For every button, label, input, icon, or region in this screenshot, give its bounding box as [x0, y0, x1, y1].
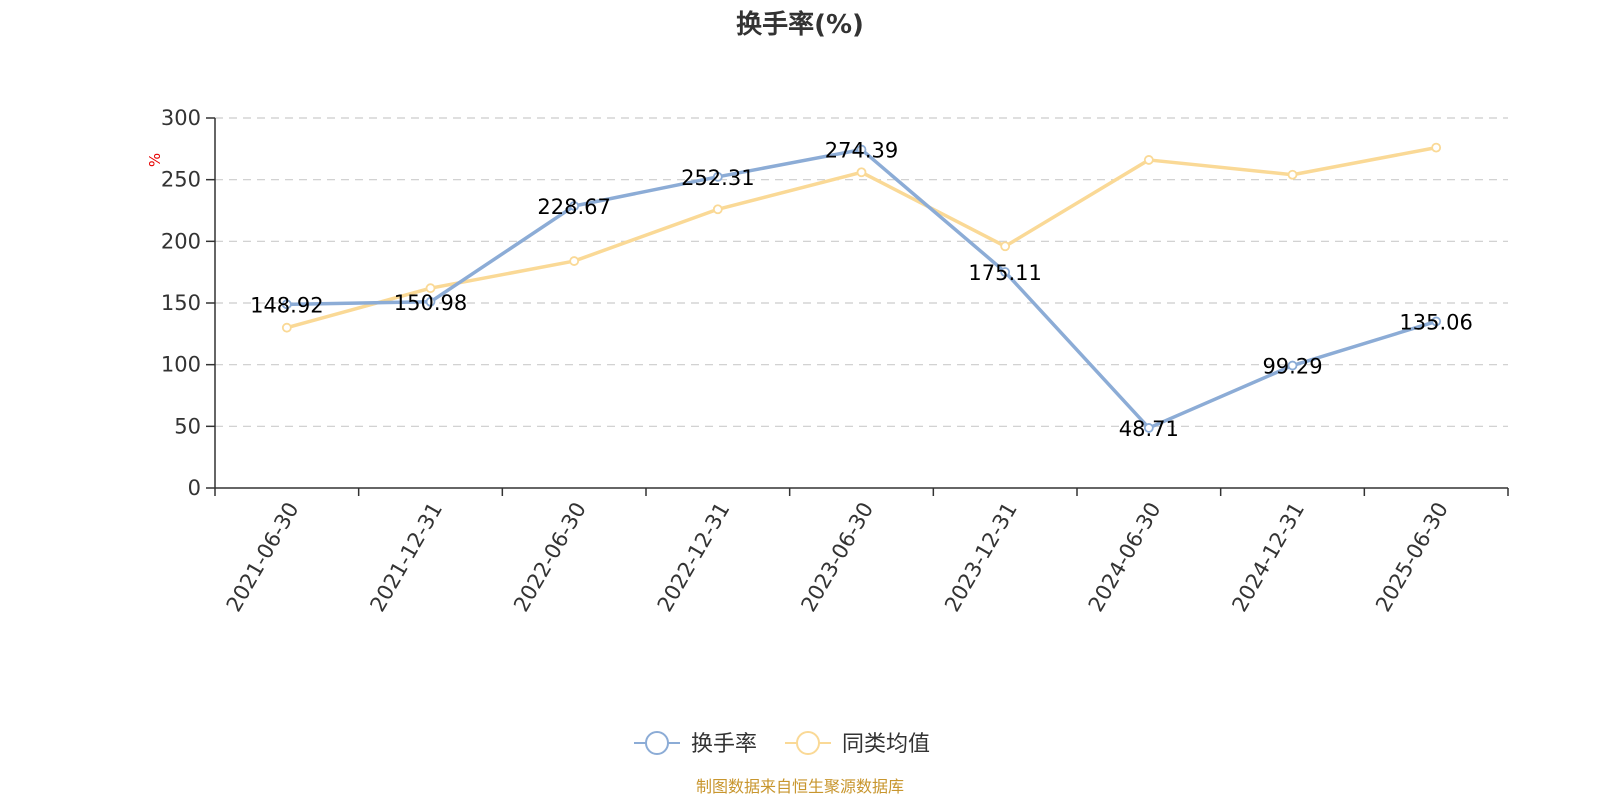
- data-point[interactable]: [569, 201, 580, 211]
- data-label: 150.98: [394, 291, 467, 315]
- y-tick-label: 50: [174, 414, 201, 438]
- x-tick-label: 2022-12-31: [653, 498, 735, 616]
- legend-label: 换手率: [691, 732, 757, 757]
- data-point[interactable]: [856, 167, 867, 178]
- y-tick-label: 200: [161, 229, 201, 253]
- data-point[interactable]: [1000, 267, 1011, 277]
- series-line: [285, 147, 1438, 430]
- data-point[interactable]: [1143, 155, 1154, 165]
- x-tick-label: 2023-06-30: [796, 498, 878, 616]
- grid-lines: [215, 117, 1508, 427]
- x-tick-label: 2025-06-30: [1371, 498, 1453, 616]
- data-label: 48.71: [1119, 417, 1179, 441]
- data-point[interactable]: [712, 204, 723, 215]
- source-note: 制图数据来自恒生聚源数据库: [696, 777, 904, 796]
- legend-item[interactable]: 同类均值: [785, 731, 930, 757]
- series-lines: [281, 142, 1442, 433]
- data-point[interactable]: [856, 144, 867, 155]
- legend-marker: [796, 731, 820, 755]
- data-point[interactable]: [281, 299, 292, 310]
- x-tick-label: 2021-12-31: [365, 498, 447, 616]
- data-point[interactable]: [1287, 360, 1298, 371]
- data-point[interactable]: [569, 256, 580, 266]
- y-tick-label: 100: [161, 353, 201, 377]
- data-label: 252.31: [681, 166, 754, 190]
- data-point[interactable]: [1143, 423, 1154, 433]
- x-tick-label: 2023-12-31: [940, 498, 1022, 616]
- legend-marker: [645, 731, 669, 755]
- data-point[interactable]: [1431, 142, 1442, 153]
- y-tick-label: 250: [161, 168, 201, 192]
- data-label: 175.11: [968, 261, 1041, 285]
- legend-label: 同类均值: [842, 732, 930, 757]
- data-label: 135.06: [1399, 310, 1472, 334]
- x-tick-label: 2024-12-31: [1227, 498, 1309, 616]
- data-label: 274.39: [825, 139, 898, 163]
- data-point[interactable]: [425, 283, 436, 294]
- data-label: 148.92: [250, 293, 323, 317]
- y-tick-label: 300: [161, 106, 201, 130]
- data-label: 228.67: [537, 195, 610, 219]
- data-point[interactable]: [425, 296, 436, 307]
- legend-item[interactable]: 换手率: [634, 731, 757, 757]
- x-tick-label: 2022-06-30: [509, 498, 591, 616]
- x-tick-label: 2021-06-30: [222, 498, 304, 616]
- y-tick-label: 150: [161, 291, 201, 315]
- data-labels: 148.92 150.98 228.67 252.31 274.39 175.11 48.7…: [250, 139, 1473, 441]
- data-point[interactable]: [1431, 316, 1442, 327]
- legend[interactable]: 换手率 同类均值: [634, 731, 930, 757]
- y-axis-unit-label: %: [146, 153, 164, 167]
- data-label: 99.29: [1262, 355, 1322, 379]
- data-point[interactable]: [1287, 169, 1298, 180]
- data-point[interactable]: [1000, 241, 1011, 252]
- data-point[interactable]: [712, 171, 723, 182]
- x-tick-label: 2024-06-30: [1084, 498, 1166, 616]
- data-point[interactable]: [281, 322, 292, 333]
- chart-title: 换手率(%): [736, 9, 864, 40]
- y-tick-label: 0: [188, 476, 201, 500]
